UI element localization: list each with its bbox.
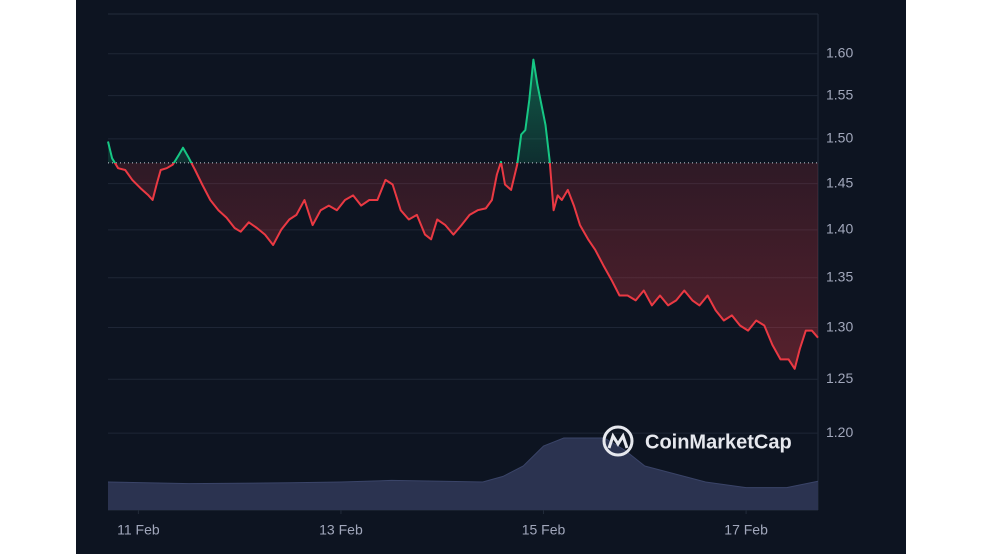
x-tick-label: 11 Feb	[117, 522, 160, 538]
y-tick-label: 1.60	[826, 44, 853, 60]
volume-line	[107, 437, 819, 489]
x-tick-label: 13 Feb	[319, 522, 363, 538]
y-tick-label: 1.20	[826, 424, 853, 440]
y-tick-label: 1.40	[826, 221, 853, 237]
volume-area	[108, 438, 818, 510]
logo	[602, 425, 634, 457]
logo-mark	[607, 432, 629, 449]
area-shade	[108, 59, 818, 369]
x-tick-label: 17 Feb	[724, 522, 768, 538]
y-tick-label: 1.50	[826, 130, 853, 146]
y-tick-label: 1.35	[826, 268, 853, 284]
y-tick-label: 1.25	[826, 370, 853, 386]
x-tick-label: 15 Feb	[522, 522, 566, 538]
y-tick-label: 1.45	[826, 174, 853, 190]
price-line	[107, 58, 819, 370]
y-tick-label: 1.55	[826, 86, 853, 102]
y-tick-label: 1.30	[826, 318, 853, 334]
watermark-text: CoinMarketCap	[645, 431, 792, 453]
watermark: CoinMarketCap	[602, 425, 792, 457]
